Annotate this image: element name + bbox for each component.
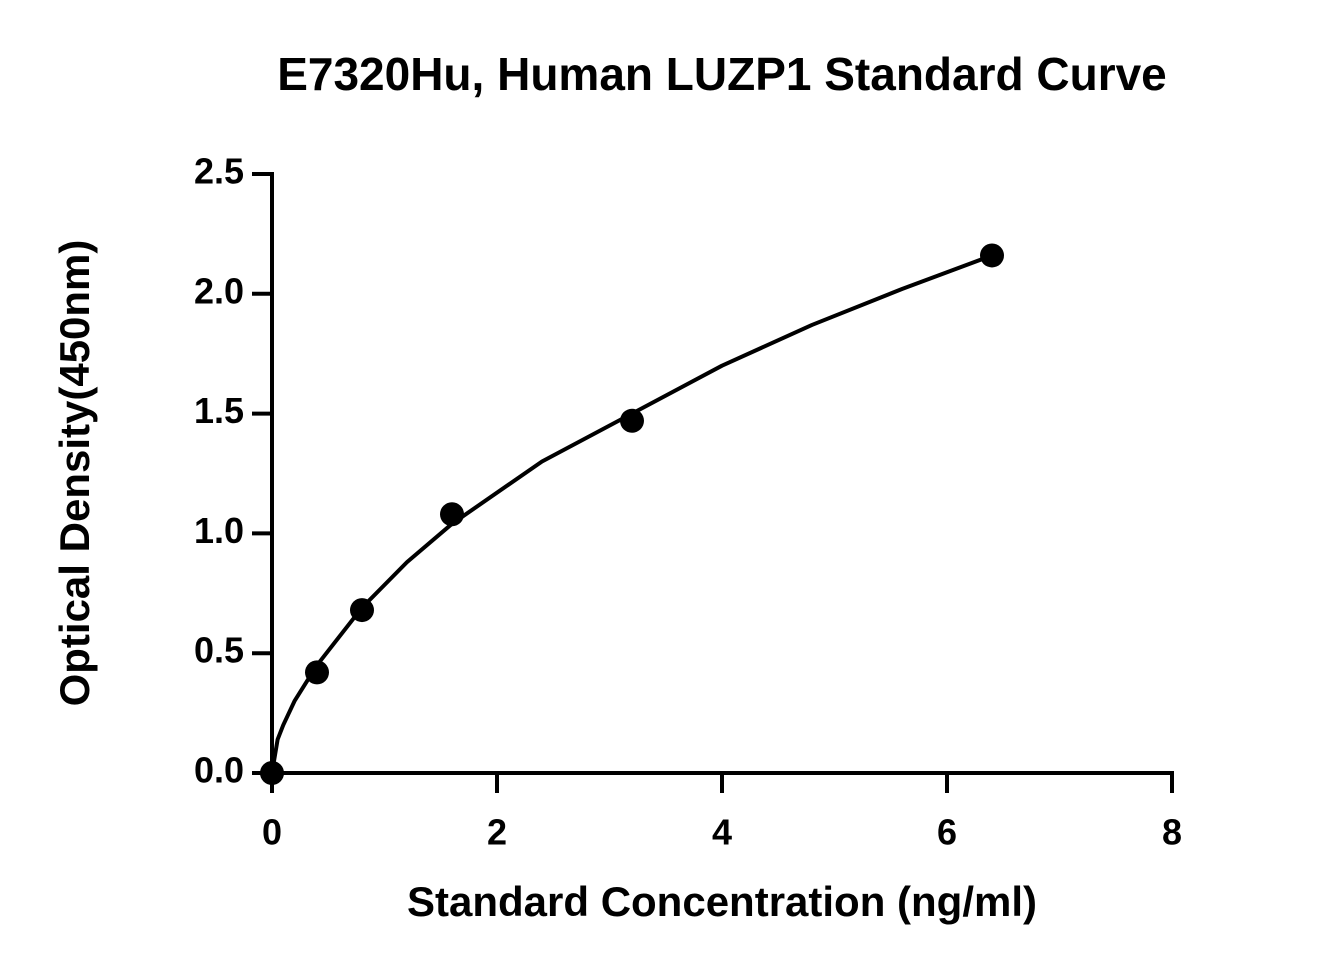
y-tick-label: 0.0 (194, 750, 244, 791)
x-tick-label: 2 (487, 812, 507, 853)
y-tick-label: 0.5 (194, 630, 244, 671)
y-tick-label: 2.0 (194, 270, 244, 311)
x-tick-label: 8 (1162, 812, 1182, 853)
fit-curve (270, 253, 993, 774)
x-axis-label: Standard Concentration (ng/ml) (407, 878, 1037, 925)
y-tick-label: 1.5 (194, 390, 244, 431)
x-tick-label: 6 (937, 812, 957, 853)
chart-title: E7320Hu, Human LUZP1 Standard Curve (277, 48, 1167, 100)
data-point (980, 243, 1004, 268)
y-axis-label: Optical Density(450nm) (51, 240, 98, 707)
x-tick-label: 4 (712, 812, 732, 853)
y-tick-label: 2.5 (194, 151, 244, 192)
x-tick-label: 0 (262, 812, 282, 853)
y-tick-label: 1.0 (194, 510, 244, 551)
